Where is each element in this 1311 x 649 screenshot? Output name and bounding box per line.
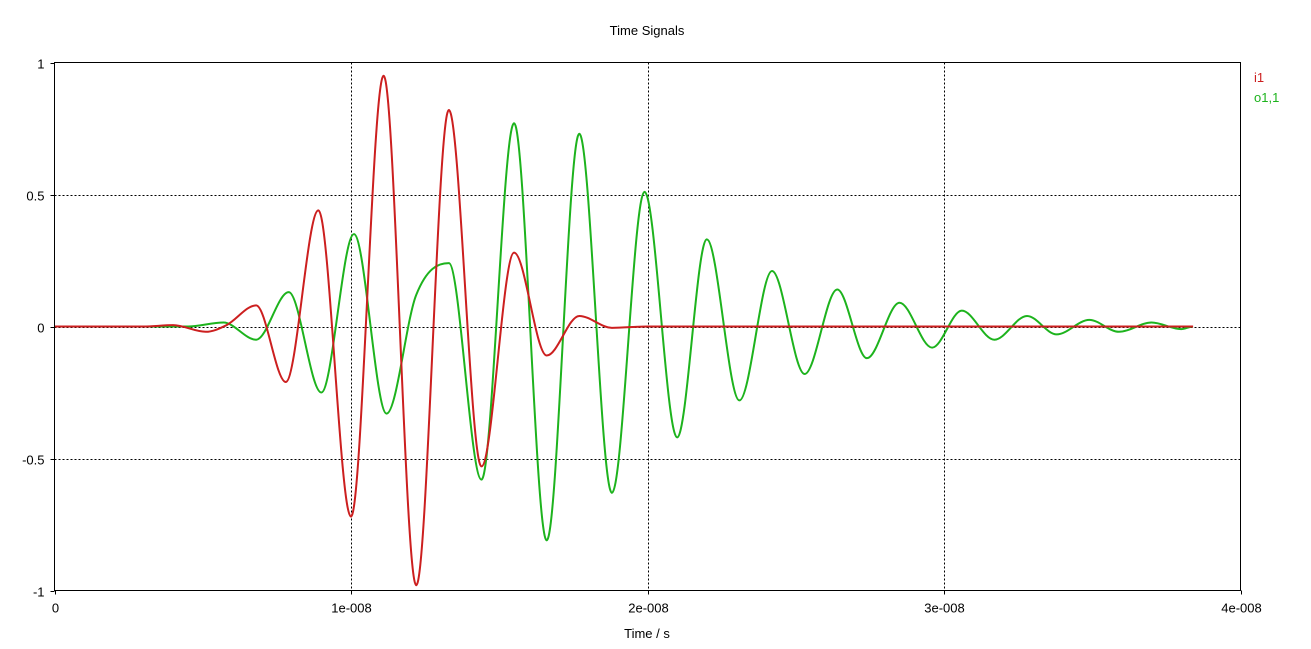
x-tick-label: 2e-008 [628, 601, 668, 616]
y-tick-label: 0 [37, 321, 44, 336]
y-axis-ticks: -1 -0.5 0 0.5 1 [22, 57, 55, 600]
series-lines [54, 74, 1194, 587]
legend-entry: o1,1 [1254, 90, 1279, 105]
x-tick-label: 0 [52, 601, 59, 616]
y-tick-label: -1 [33, 585, 45, 600]
y-tick-label: 1 [37, 57, 44, 72]
x-axis-ticks: 0 1e-008 2e-008 3e-008 4e-008 [52, 590, 1262, 616]
x-tick-label: 1e-008 [331, 601, 371, 616]
series-line-i1 [54, 74, 1194, 587]
x-tick-label: 4e-008 [1221, 601, 1261, 616]
legend-entry: i1 [1254, 70, 1264, 85]
series-line-o1-1 [54, 122, 1194, 542]
y-tick-label: -0.5 [22, 453, 44, 468]
x-axis-label: Time / s [624, 626, 670, 641]
x-tick-label: 3e-008 [924, 601, 964, 616]
plot-frame [54, 62, 1241, 591]
chart-title: Time Signals [610, 23, 685, 38]
legend: i1 o1,1 [1254, 70, 1279, 105]
y-tick-label: 0.5 [26, 189, 44, 204]
